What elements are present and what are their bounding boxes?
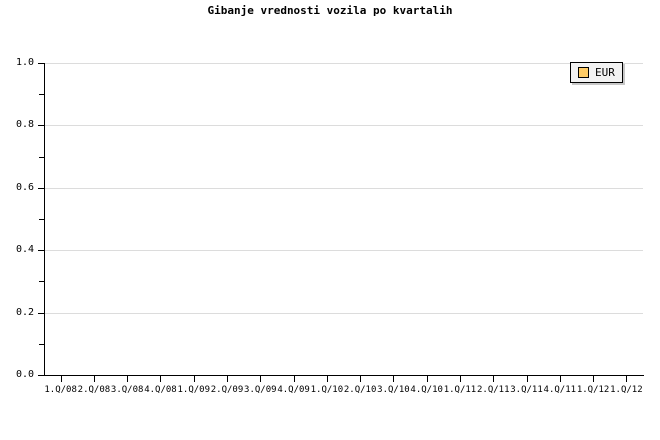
x-axis-tick <box>460 376 461 382</box>
x-axis-line <box>44 375 644 376</box>
y-axis-tick-major <box>38 188 44 189</box>
gridline-y-0.6 <box>44 188 643 189</box>
x-axis-tick <box>260 376 261 382</box>
x-axis-label: 3.Q/11 <box>510 385 543 395</box>
y-axis-label: 0.0 <box>15 369 34 380</box>
data-series-layer <box>44 63 643 375</box>
x-axis-label: 1.Q/10 <box>310 385 344 395</box>
x-axis-label: 4.Q/11 <box>543 385 577 395</box>
gridline-y-1.0 <box>44 63 643 64</box>
plot-area <box>44 63 643 376</box>
y-axis-tick-major <box>38 125 44 126</box>
gridline-y-0.8 <box>44 125 643 126</box>
x-axis-tick <box>61 376 62 382</box>
y-axis-tick-major <box>38 63 44 64</box>
x-axis-label: 2.Q/08 <box>77 385 111 395</box>
x-axis-label: 4.Q/09 <box>277 385 310 395</box>
x-axis-tick <box>593 376 594 382</box>
y-axis-line <box>44 63 45 376</box>
x-axis-label: 1.Q/11 <box>443 385 477 395</box>
x-axis-tick <box>227 376 228 382</box>
x-axis-tick <box>493 376 494 382</box>
x-axis-tick <box>527 376 528 382</box>
x-axis-tick <box>194 376 195 382</box>
legend-label: EUR <box>595 66 615 79</box>
y-axis-label: 1.0 <box>15 57 34 68</box>
x-axis-tick <box>127 376 128 382</box>
x-axis-tick <box>327 376 328 382</box>
x-axis-label: 3.Q/09 <box>244 385 277 395</box>
y-axis-tick-major <box>38 250 44 251</box>
chart-legend[interactable]: EUR <box>570 62 623 83</box>
y-axis-tick-major <box>38 375 44 376</box>
x-axis-tick <box>626 376 627 382</box>
x-axis-label: 2.Q/10 <box>343 385 377 395</box>
x-axis-tick <box>94 376 95 382</box>
y-axis-label: 0.2 <box>15 307 34 318</box>
legend-item-eur[interactable]: EUR <box>578 67 615 78</box>
x-axis-tick <box>360 376 361 382</box>
x-axis-label: 1.Q/09 <box>177 385 211 395</box>
x-axis-label: 4.Q/10 <box>410 385 443 395</box>
legend-swatch-icon <box>578 67 589 78</box>
x-axis-tick <box>427 376 428 382</box>
y-axis-label: 0.4 <box>15 244 34 255</box>
y-axis-tick-minor <box>39 219 44 220</box>
x-axis-label: 4.Q/08 <box>144 385 177 395</box>
x-axis-tick <box>393 376 394 382</box>
y-axis-tick-minor <box>39 344 44 345</box>
y-axis-tick-minor <box>39 281 44 282</box>
chart-title: Gibanje vrednosti vozila po kvartalih <box>207 4 453 17</box>
y-axis-tick-major <box>38 313 44 314</box>
x-axis-label: 2.Q/09 <box>210 385 244 395</box>
x-axis-label: 1.Q/12 <box>576 385 610 395</box>
x-axis-label: 1.Q/08 <box>44 385 77 395</box>
gridline-y-0.4 <box>44 250 643 251</box>
y-axis-tick-minor <box>39 157 44 158</box>
x-axis-label: 3.Q/10 <box>377 385 410 395</box>
x-axis-tick <box>160 376 161 382</box>
y-axis-tick-minor <box>39 94 44 95</box>
x-axis-label: 3.Q/08 <box>110 385 144 395</box>
x-axis-tick <box>560 376 561 382</box>
gridline-y-0.2 <box>44 313 643 314</box>
x-axis-label: 1.Q/12 <box>610 385 643 395</box>
y-axis-label: 0.8 <box>15 119 34 130</box>
x-axis-label: 2.Q/11 <box>476 385 510 395</box>
y-axis-label: 0.6 <box>15 182 34 193</box>
x-axis-tick <box>294 376 295 382</box>
